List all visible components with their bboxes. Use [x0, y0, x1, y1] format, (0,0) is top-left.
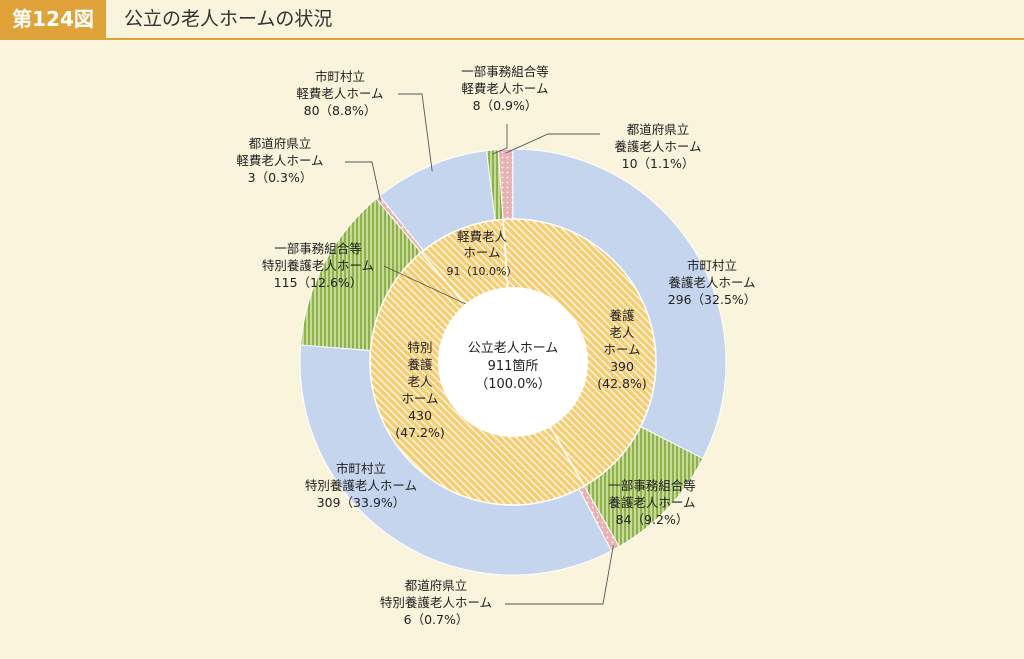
leader-6 — [383, 265, 471, 307]
outer-label-7: 都道府県立軽費老人ホーム 3（0.3%） — [236, 136, 323, 185]
title-bar: 第124図 公立の老人ホームの状況 — [0, 0, 1024, 40]
inner-label-3: 軽費老人ホーム — [457, 229, 508, 260]
outer-label-8: 市町村立軽費老人ホーム 80（8.8%） — [296, 69, 383, 118]
center-label: 公立老人ホーム 911箇所（100.0%） — [468, 341, 559, 392]
outer-ring — [299, 148, 727, 576]
leader-4 — [505, 545, 614, 605]
figure-title: 公立の老人ホームの状況 — [124, 8, 333, 30]
outer-label-5: 市町村立特別養護老人ホーム 309（33.9%） — [305, 461, 417, 510]
outer-label-2: 市町村立養護老人ホーム 296（32.5%） — [668, 258, 757, 307]
outer-label-6: 一部事務組合等特別養護老人ホーム 115（12.6%） — [262, 241, 374, 290]
labels: 公立老人ホーム 911箇所（100.0%） 養護老人ホーム 390 (42.8%) 特別養… — [236, 64, 756, 627]
leader-7 — [345, 161, 381, 201]
center-hole — [438, 287, 588, 437]
inner-label-1: 養護老人ホーム 390 (42.8%) — [597, 308, 646, 391]
outer-label-9: 一部事務組合等軽費老人ホーム 8（0.9%） — [461, 64, 549, 113]
inner-label-3-value: 91（10.0%） — [447, 265, 518, 278]
leader-lines — [345, 93, 614, 605]
outer-label-1: 都道府県立養護老人ホーム 10（1.1%） — [614, 122, 701, 171]
leader-8 — [398, 93, 433, 172]
outer-label-4: 都道府県立特別養護老人ホーム 6（0.7%） — [380, 578, 492, 627]
outer-label-3: 一部事務組合等養護老人ホーム 84（9.2%） — [608, 478, 696, 527]
leader-1 — [505, 133, 600, 154]
figure-number: 第124図 — [0, 0, 106, 38]
leader-9 — [492, 124, 508, 155]
inner-label-2: 特別養護老人ホーム 430 (47.2%) — [395, 340, 444, 440]
